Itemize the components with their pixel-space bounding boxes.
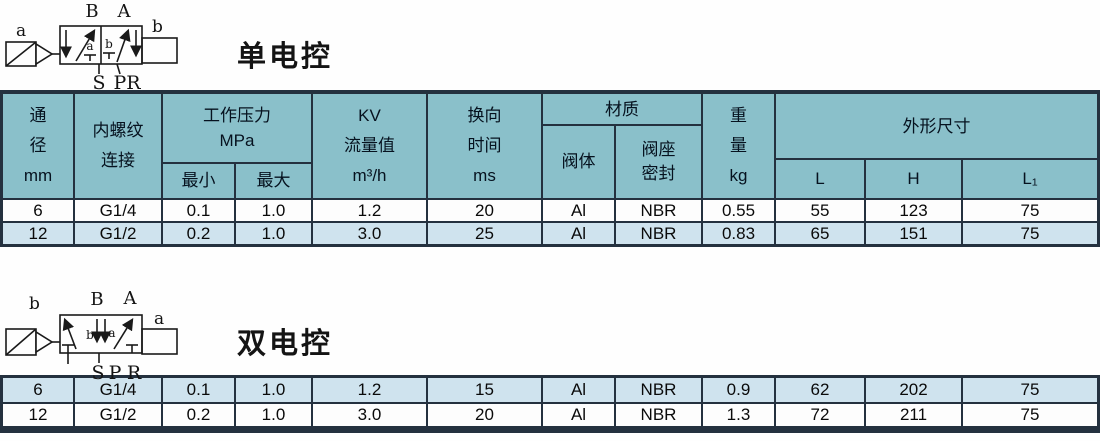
table-row: 6 G1/4 0.1 1.0 1.2 15 Al NBR 0.9 62 202 …: [3, 378, 1097, 402]
single-control-title: 单电控: [237, 41, 334, 73]
cell-pressure-min: 0.1: [163, 200, 236, 221]
cell-seal-material: NBR: [616, 378, 703, 402]
cell-body-material: Al: [543, 200, 616, 221]
cell-body-material: Al: [543, 378, 616, 402]
cell-dim-h: 211: [866, 404, 963, 426]
cell-kv: 3.0: [313, 223, 428, 244]
cell-dim-l: 65: [776, 223, 866, 244]
col-header-pressure-min: 最小: [163, 164, 236, 198]
valve-schematic-single-icon: a B A b a b S PR: [5, 1, 178, 92]
valve2-port-p-label: P: [109, 362, 122, 382]
valve2-inner-a-label: a: [108, 326, 115, 340]
cell-dim-l1: 75: [1020, 405, 1040, 424]
cell-diameter: 12: [3, 223, 75, 244]
col-header-weight: 重 量 kg: [703, 94, 776, 198]
cell-thread: G1/2: [75, 223, 163, 244]
col-group-pressure: 工作压力 MPa 最小 最大: [163, 94, 313, 198]
valve1-port-pr-label: PR: [113, 72, 141, 92]
cell-seal-material: NBR: [616, 223, 703, 244]
cell-dim-l1: 75: [1020, 200, 1040, 220]
cell-pressure-max: 1.0: [236, 223, 313, 244]
cell-dim-l: 72: [776, 404, 866, 426]
valve1-inner-a-label: a: [86, 39, 93, 53]
valve2-coil-label: b: [29, 294, 40, 314]
valve2-port-s-label: S: [91, 362, 104, 382]
cell-pressure-min: 0.2: [163, 223, 236, 244]
cell-switch-time: 20: [428, 404, 543, 426]
col-header-dimensions: 外形尺寸: [776, 94, 1097, 160]
valve2-outlet-label: a: [154, 309, 164, 329]
cell-body-material: Al: [543, 223, 616, 244]
cell-diameter: 12: [3, 404, 75, 426]
cell-kv: 3.0: [313, 404, 428, 426]
valve1-coil-label: a: [16, 21, 26, 41]
col-group-material: 材质 阀体 阀座 密封: [543, 94, 703, 198]
single-control-header-row: a B A b a b S PR 单电控: [0, 0, 1100, 92]
double-control-title: 双电控: [237, 328, 334, 360]
cell-dim-h: 202: [866, 378, 963, 402]
cell-switch-time: 15: [428, 378, 543, 402]
table-row: 6 G1/4 0.1 1.0 1.2 20 Al NBR 0.55 55 123…: [3, 198, 1097, 221]
cell-pressure-max: 1.0: [236, 378, 313, 402]
cell-pressure-min: 0.2: [163, 404, 236, 426]
cell-seal-material: NBR: [616, 404, 703, 426]
valve1-inner-b-label: b: [105, 37, 113, 51]
valve2-port-r-label: R: [127, 362, 142, 382]
valve1-port-s-label: S: [92, 72, 105, 92]
valve2-port-b-label: B: [90, 289, 103, 310]
cell-switch-time: 20: [428, 200, 543, 221]
double-control-table: 6 G1/4 0.1 1.0 1.2 15 Al NBR 0.9 62 202 …: [0, 375, 1100, 433]
cell-kv: 1.2: [313, 200, 428, 221]
col-header-material: 材质: [543, 94, 701, 126]
cell-pressure-max: 1.0: [236, 200, 313, 221]
valve1-port-b-label: B: [85, 1, 98, 22]
cell-thread: G1/4: [75, 378, 163, 402]
cell-kv: 1.2: [313, 378, 428, 402]
col-header-pressure-max: 最大: [256, 171, 291, 190]
cell-seal-material: NBR: [616, 200, 703, 221]
cell-pressure-min: 0.1: [163, 378, 236, 402]
double-control-header-row: b B A a b a S P R 双电控: [0, 287, 1100, 382]
table-row: 12 G1/2 0.2 1.0 3.0 25 Al NBR 0.83 65 15…: [3, 221, 1097, 244]
cell-diameter: 6: [3, 378, 75, 402]
col-header-kv: KV 流量值 m³/h: [313, 94, 428, 198]
col-header-dim-l1: L₁: [1022, 169, 1038, 188]
cell-pressure-max: 1.0: [236, 404, 313, 426]
valve2-inner-b-label: b: [86, 328, 94, 342]
cell-dim-l: 62: [776, 378, 866, 402]
col-header-diameter: 通 径 mm: [3, 94, 75, 198]
cell-dim-h: 151: [866, 223, 963, 244]
valve-schematic-double-icon: b B A a b a S P R: [5, 288, 178, 382]
col-header-seat-seal: 阀座 密封: [641, 140, 676, 183]
table-row: 12 G1/2 0.2 1.0 3.0 20 Al NBR 1.3 72 211…: [3, 402, 1097, 426]
valve1-port-a-label: A: [117, 1, 132, 22]
cell-weight: 1.3: [703, 404, 776, 426]
table-header: 通 径 mm 内螺纹 连接 工作压力 MPa 最小 最大 KV 流量值 m³/h…: [3, 94, 1097, 198]
col-header-pressure: 工作压力 MPa: [163, 94, 311, 164]
cell-dim-l1: 75: [1020, 380, 1040, 399]
cell-dim-l: 55: [776, 200, 866, 221]
cell-switch-time: 25: [428, 223, 543, 244]
col-header-thread: 内螺纹 连接: [75, 94, 163, 198]
valve2-port-a-label: A: [123, 288, 138, 309]
cell-dim-h: 123: [866, 200, 963, 221]
col-group-dimensions: 外形尺寸 L H L₁: [776, 94, 1097, 198]
cell-body-material: Al: [543, 404, 616, 426]
cell-weight: 0.83: [703, 223, 776, 244]
col-header-dim-h: H: [866, 160, 963, 198]
col-header-dim-l: L: [776, 160, 866, 198]
cell-weight: 0.55: [703, 200, 776, 221]
cell-dim-l1: 75: [1020, 223, 1040, 243]
cell-thread: G1/2: [75, 404, 163, 426]
col-header-valve-body: 阀体: [543, 126, 616, 198]
cell-diameter: 6: [3, 200, 75, 221]
cell-weight: 0.9: [703, 378, 776, 402]
valve1-outlet-label: b: [152, 17, 163, 37]
single-control-table: 通 径 mm 内螺纹 连接 工作压力 MPa 最小 最大 KV 流量值 m³/h…: [0, 90, 1100, 247]
col-header-switch-time: 换向 时间 ms: [428, 94, 543, 198]
cell-thread: G1/4: [75, 200, 163, 221]
